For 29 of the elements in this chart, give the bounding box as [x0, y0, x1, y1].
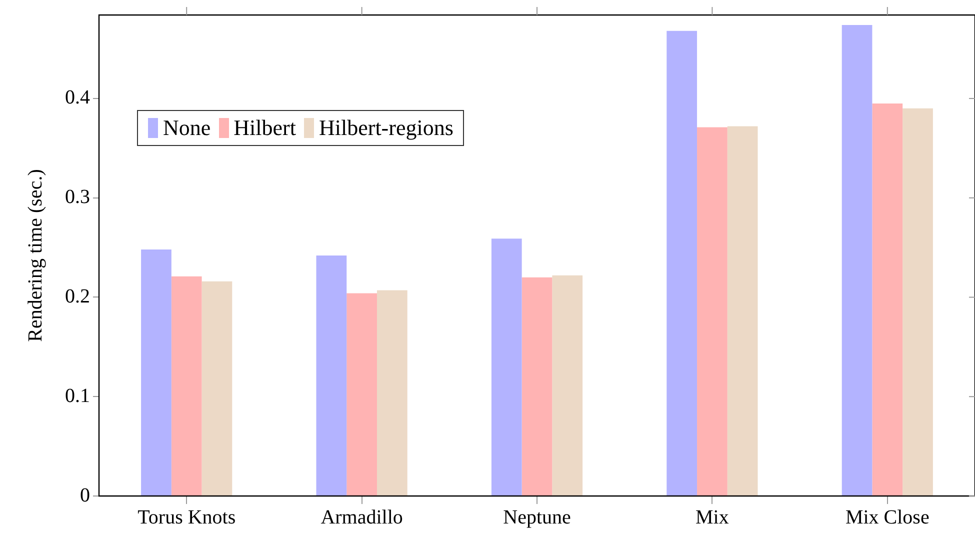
- bar: [491, 238, 522, 496]
- bar: [697, 127, 728, 496]
- x-tick-label: Torus Knots: [138, 506, 236, 528]
- legend-label: None: [163, 115, 211, 141]
- legend-label: Hilbert: [234, 115, 296, 141]
- bar: [171, 276, 202, 496]
- bar: [316, 256, 347, 496]
- x-tick-label: Mix Close: [845, 506, 930, 528]
- y-tick-label: 0.3: [65, 186, 90, 208]
- bar: [727, 126, 758, 496]
- y-tick-label: 0.4: [65, 86, 90, 109]
- y-tick-label: 0: [80, 484, 90, 506]
- bar: [842, 24, 872, 496]
- x-tick-label: Armadillo: [320, 506, 403, 528]
- y-axis-title: Rendering time (sec.): [24, 169, 46, 342]
- bar: [202, 281, 232, 496]
- legend-label: Hilbert-regions: [318, 115, 454, 141]
- bar: [552, 275, 583, 496]
- bar: [902, 108, 933, 496]
- bar: [346, 293, 377, 496]
- y-tick-label: 0.2: [65, 285, 90, 308]
- bar: [666, 30, 698, 496]
- bar: [872, 103, 903, 496]
- x-tick-label: Mix: [696, 506, 729, 528]
- bar: [141, 250, 172, 496]
- bar: [522, 277, 552, 496]
- x-tick-label: Neptune: [503, 506, 571, 528]
- y-tick-label: 0.1: [65, 384, 90, 407]
- bar: [376, 290, 408, 496]
